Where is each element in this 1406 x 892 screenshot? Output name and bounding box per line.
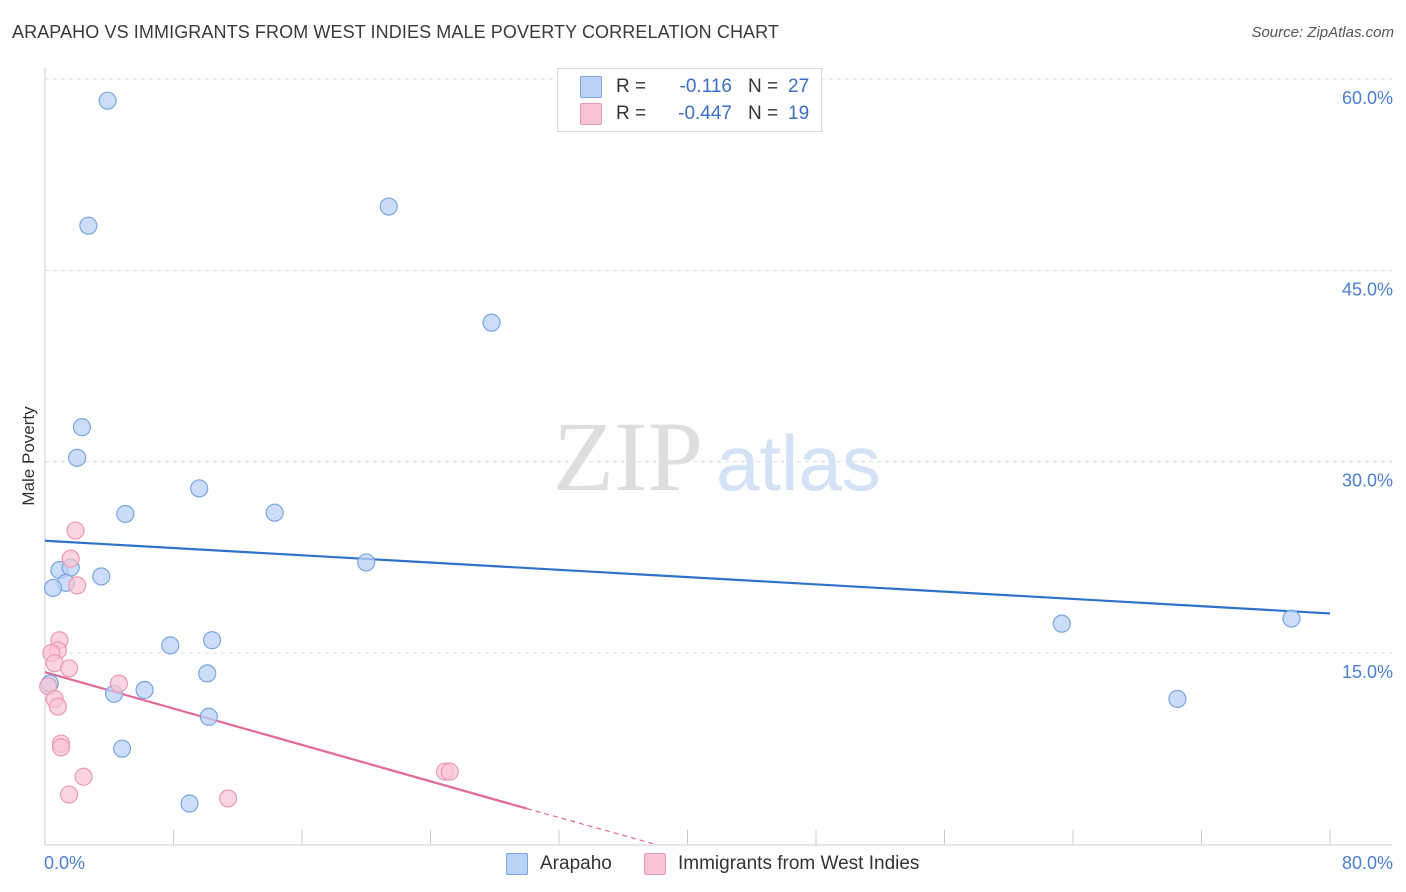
- r-value: -0.116: [650, 76, 732, 98]
- r-label: R =: [616, 103, 650, 125]
- trend-lines: [45, 541, 1330, 845]
- arapaho-point: [181, 795, 198, 812]
- west-indies-trend-extension: [527, 809, 656, 845]
- west-indies-swatch: [580, 103, 602, 125]
- arapaho-point: [199, 665, 216, 682]
- legend-item-west-indies: Immigrants from West Indies: [644, 852, 919, 876]
- arapaho-point: [1283, 610, 1300, 627]
- arapaho-point: [1169, 690, 1186, 707]
- west-indies-point: [220, 790, 237, 807]
- arapaho-legend-swatch: [506, 853, 528, 875]
- x-tick-label: 0.0%: [44, 853, 85, 873]
- arapaho-point: [136, 681, 153, 698]
- arapaho-point: [200, 708, 217, 725]
- arapaho-point: [80, 217, 97, 234]
- west-indies-point: [53, 739, 70, 756]
- arapaho-swatch: [580, 76, 602, 98]
- arapaho-point: [114, 740, 131, 757]
- west-indies-point: [61, 660, 78, 677]
- correlation-legend: R = -0.116 N = 27 R = -0.447 N = 19: [557, 68, 822, 132]
- n-value: 19: [788, 103, 809, 125]
- arapaho-point: [117, 505, 134, 522]
- scatter-chart: ZIP atlas 15.0%30.0%45.0%60.0%0.0% 80.0% …: [0, 0, 1406, 892]
- west-indies-point: [75, 768, 92, 785]
- west-indies-point: [441, 763, 458, 780]
- watermark-atlas: atlas: [716, 419, 881, 507]
- watermark: ZIP atlas: [553, 401, 881, 512]
- west-indies-point: [49, 698, 66, 715]
- arapaho-point: [162, 637, 179, 654]
- arapaho-point: [266, 504, 283, 521]
- west-indies-point: [67, 522, 84, 539]
- west-indies-legend-label: Immigrants from West Indies: [678, 853, 919, 875]
- y-tick-label: 15.0%: [1342, 662, 1393, 682]
- arapaho-legend-label: Arapaho: [540, 853, 612, 875]
- west-indies-point: [69, 577, 86, 594]
- y-tick-label: 45.0%: [1342, 279, 1393, 299]
- arapaho-point: [1053, 615, 1070, 632]
- legend-row-arapaho: R = -0.116 N = 27: [580, 74, 809, 100]
- arapaho-point: [73, 419, 90, 436]
- y-tick-label: 60.0%: [1342, 88, 1393, 108]
- legend-row-west-indies: R = -0.447 N = 19: [580, 101, 809, 127]
- west-indies-point: [62, 550, 79, 567]
- n-label: N =: [748, 103, 788, 125]
- west-indies-point: [61, 786, 78, 803]
- arapaho-point: [93, 568, 110, 585]
- arapaho-point: [204, 632, 221, 649]
- arapaho-trend-line: [45, 541, 1330, 614]
- west-indies-point: [110, 675, 127, 692]
- x-tick-label: 80.0%: [1342, 853, 1393, 873]
- arapaho-point: [99, 92, 116, 109]
- arapaho-point: [380, 198, 397, 215]
- arapaho-point: [358, 554, 375, 571]
- y-axis-label: Male Poverty: [19, 406, 38, 506]
- arapaho-point: [483, 314, 500, 331]
- west-indies-legend-swatch: [644, 853, 666, 875]
- r-value: -0.447: [650, 103, 732, 125]
- r-label: R =: [616, 76, 650, 98]
- arapaho-point: [191, 480, 208, 497]
- watermark-zip: ZIP: [553, 401, 703, 512]
- grid-lines: [45, 79, 1392, 653]
- legend-item-arapaho: Arapaho: [506, 852, 612, 876]
- n-label: N =: [748, 76, 788, 98]
- n-value: 27: [788, 76, 809, 98]
- y-tick-label: 30.0%: [1342, 471, 1393, 491]
- arapaho-point: [69, 449, 86, 466]
- arapaho-point: [45, 579, 62, 596]
